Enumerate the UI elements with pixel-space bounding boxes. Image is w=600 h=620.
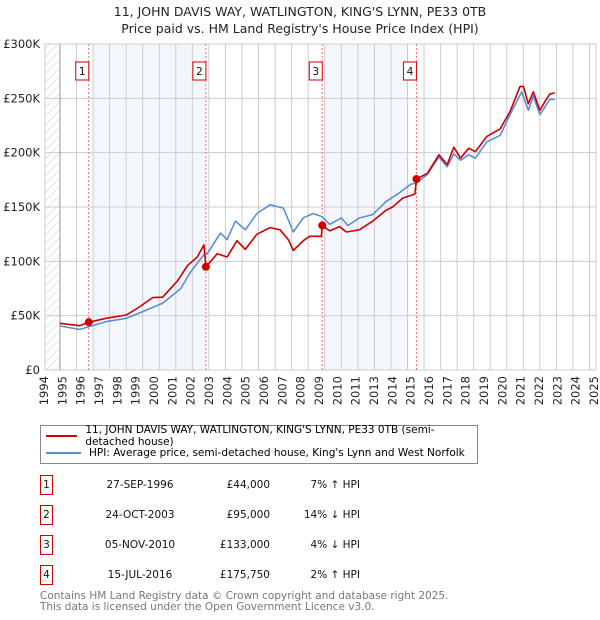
x-tick-label: 2020 [495,376,509,405]
sale-label-border [75,61,90,81]
x-tick-label: 2000 [147,376,161,405]
legend-red-line-icon [46,435,78,437]
sale-label: 2 [196,66,203,78]
sale-price: £133,000 [219,539,270,551]
x-tick-label: 2015 [404,376,418,405]
y-tick-label: £100K [3,254,40,268]
sale-point [201,262,210,271]
x-tick-label: 2009 [312,376,326,405]
hpi-diff: 14% ↓ HPI [303,509,360,521]
x-tick-label: 2007 [275,376,289,405]
sale-label: 4 [407,66,414,78]
x-tick-label: 2014 [385,376,399,405]
chart-subtitle: Price paid vs. HM Land Registry's House … [121,21,479,36]
legend: 11, JOHN DAVIS WAY, WATLINGTON, KING'S L… [40,424,478,464]
sale-point [84,318,93,327]
x-tick-label: 2024 [569,376,583,405]
x-tick-label: 2002 [184,376,198,405]
footer-copyright: Contains HM Land Registry data © Crown c… [40,590,449,602]
plot-border [44,43,597,371]
sale-date: 27-SEP-1996 [106,479,174,491]
sale-number: 2 [40,505,53,525]
x-tick-label: 1994 [37,376,51,405]
x-tick-label: 1999 [129,376,143,405]
sale-point [318,221,327,230]
x-tick-label: 1995 [55,376,69,405]
x-tick-label: 1998 [110,376,124,405]
x-tick-label: 2004 [220,376,234,405]
sale-price: £175,750 [219,569,270,581]
x-tick-label: 1997 [92,376,106,405]
y-tick-label: £250K [3,91,40,105]
legend-item-property: 11, JOHN DAVIS WAY, WATLINGTON, KING'S L… [46,424,477,448]
price-chart: £0 £50K £100K £150K £200K £250K £300K 1994 1995 1… [3,37,600,405]
x-tick-label: 2021 [514,376,528,405]
sale-price: £44,000 [226,479,270,491]
x-tick-label: 2005 [239,376,253,405]
sale-label-border [308,61,323,81]
legend-label-hpi: HPI: Average price, semi-detached house,… [89,447,465,459]
legend-label-property: 11, JOHN DAVIS WAY, WATLINGTON, KING'S L… [85,424,435,448]
x-tick-label: 2025 [587,376,600,405]
sale-number: 3 [40,535,53,555]
footer-licence: This data is licensed under the Open Gov… [40,601,375,613]
hpi-diff: 7% ↑ HPI [310,479,360,491]
sale-label-box: 4 [402,61,417,81]
sale-label-box: 3 [308,61,323,81]
x-tick-label: 2011 [349,376,363,405]
y-tick-label: £300K [3,37,40,51]
x-tick-label: 2003 [202,376,216,405]
x-tick-label: 2016 [422,376,436,405]
x-tick-label: 2022 [532,376,546,405]
x-tick-label: 2018 [459,376,473,405]
legend-item-hpi: HPI: Average price, semi-detached house,… [46,445,465,461]
x-tick-label: 2017 [440,376,454,405]
sale-label: 1 [79,66,86,78]
hpi-diff: 4% ↓ HPI [310,539,360,551]
x-tick-label: 2023 [550,376,564,405]
sale-label-border [192,61,207,81]
sale-label: 3 [312,66,319,78]
sale-number: 4 [40,565,53,585]
chart-title: 11, JOHN DAVIS WAY, WATLINGTON, KING'S L… [113,4,487,19]
y-tick-label: £150K [3,200,40,214]
sale-number: 1 [40,475,53,495]
sale-label-border [402,61,417,81]
sale-point [412,175,421,184]
hpi-line [59,91,555,331]
sale-date: 15-JUL-2016 [107,569,173,581]
y-tick-label: £0 [25,363,40,377]
x-tick-label: 2010 [330,376,344,405]
y-tick-label: £50K [11,309,41,323]
sale-price: £95,000 [226,509,270,521]
sale-date: 24-OCT-2003 [105,509,175,521]
x-tick-label: 2013 [367,376,381,405]
x-tick-label: 2006 [257,376,271,405]
legend-blue-line-icon [46,452,81,454]
sale-date: 05-NOV-2010 [104,539,176,551]
sale-label-box: 1 [75,61,90,81]
hpi-diff: 2% ↑ HPI [310,569,360,581]
x-tick-label: 1996 [74,376,88,405]
y-tick-label: £200K [3,146,40,160]
property-price-line [59,85,555,327]
x-tick-label: 2008 [294,376,308,405]
x-tick-label: 2001 [165,376,179,405]
x-tick-label: 2019 [477,376,491,405]
sale-label-box: 2 [192,61,207,81]
